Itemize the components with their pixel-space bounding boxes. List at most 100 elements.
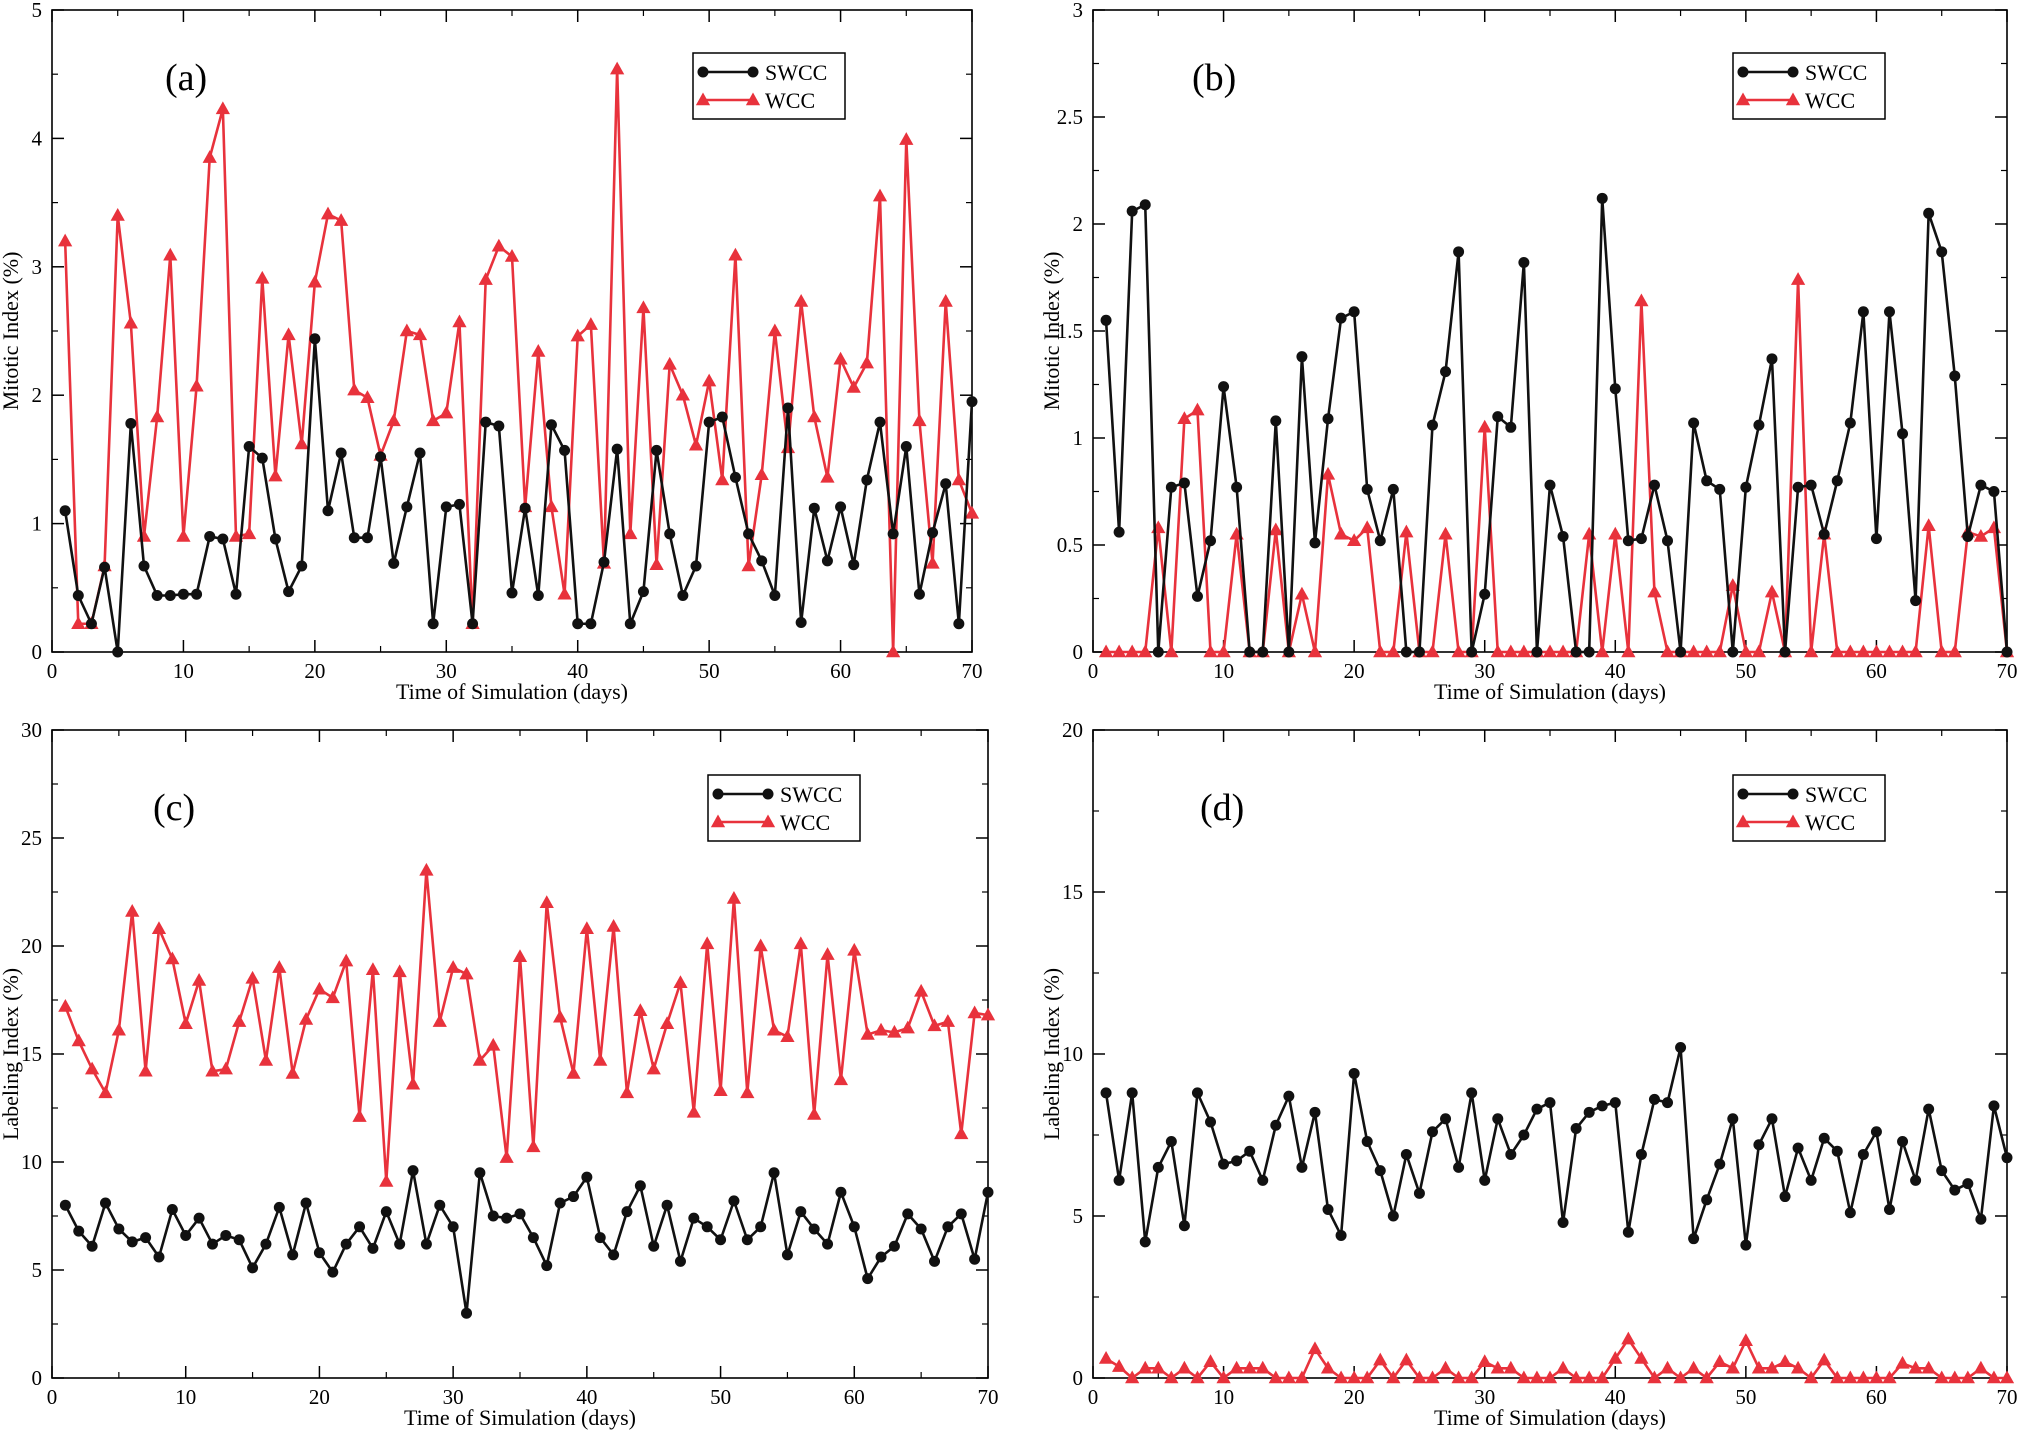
data-point-wcc (360, 390, 375, 404)
data-point-swcc (1949, 1184, 1961, 1196)
y-tick-label: 1 (1073, 426, 1084, 450)
data-point-swcc (715, 1234, 727, 1246)
data-point-wcc (1177, 1360, 1192, 1374)
y-tick-label: 5 (1073, 1204, 1084, 1228)
data-point-swcc (126, 1236, 138, 1248)
data-point-wcc (1608, 1351, 1623, 1364)
data-point-swcc (1727, 646, 1739, 658)
data-point-wcc (1294, 1370, 1310, 1384)
data-point-swcc (1453, 246, 1465, 258)
data-point-swcc (677, 590, 689, 602)
data-point-wcc (1843, 644, 1858, 658)
data-point-swcc (1727, 1113, 1739, 1125)
data-point-swcc (434, 1199, 446, 1211)
data-point-swcc (85, 618, 97, 630)
data-point-wcc (189, 378, 204, 392)
data-point-wcc (1516, 644, 1532, 658)
data-point-wcc (1764, 1360, 1780, 1374)
data-point-swcc (648, 1240, 660, 1252)
data-point-wcc (1908, 644, 1923, 658)
data-point-wcc (925, 555, 940, 569)
data-point-swcc (153, 1251, 165, 1263)
data-point-wcc (927, 1018, 942, 1032)
data-point-swcc (585, 618, 597, 630)
data-point-swcc (1557, 530, 1569, 542)
data-point-wcc (1386, 1370, 1401, 1384)
data-point-swcc (1387, 1210, 1399, 1222)
data-point-swcc (1453, 1161, 1465, 1173)
data-point-wcc (914, 983, 929, 997)
data-point-wcc (1738, 1333, 1753, 1346)
data-point-swcc (1100, 314, 1112, 326)
data-point-wcc (268, 468, 283, 482)
data-point-swcc (112, 646, 124, 658)
data-point-wcc (1699, 644, 1714, 658)
y-tick-label: 10 (21, 1150, 42, 1174)
data-point-wcc (1164, 644, 1179, 658)
data-point-swcc (1557, 1216, 1569, 1228)
data-point-swcc (929, 1255, 941, 1267)
x-tick-label: 30 (1474, 659, 1495, 683)
x-tick-label: 70 (962, 659, 983, 683)
x-tick-label: 70 (1997, 659, 2018, 683)
data-point-wcc (452, 314, 467, 328)
data-point-wcc (570, 328, 585, 342)
data-point-wcc (191, 973, 207, 986)
data-point-wcc (807, 1106, 822, 1120)
data-point-swcc (545, 419, 557, 431)
data-point-swcc (966, 396, 978, 408)
data-point-wcc (339, 953, 354, 967)
data-point-wcc (1869, 644, 1884, 658)
data-point-wcc (583, 317, 598, 330)
data-point-swcc (1178, 477, 1190, 489)
data-point-swcc (1126, 205, 1138, 217)
data-point-wcc (459, 966, 474, 980)
data-point-swcc (1191, 590, 1203, 602)
data-point-wcc (847, 942, 862, 956)
data-point-swcc (1126, 1087, 1138, 1099)
data-point-wcc (860, 1027, 875, 1040)
data-point-swcc (1218, 1158, 1230, 1170)
data-point-wcc (593, 1052, 608, 1066)
data-point-wcc (623, 526, 638, 540)
data-point-swcc (99, 1197, 111, 1209)
data-point-wcc (1399, 524, 1414, 538)
data-point-swcc (1322, 413, 1334, 425)
data-point-swcc (1270, 415, 1282, 427)
data-point-wcc (285, 1065, 300, 1079)
data-point-swcc (755, 1221, 767, 1233)
data-point-wcc (659, 1016, 675, 1030)
data-point-swcc (519, 502, 531, 514)
y-tick-label: 0 (32, 640, 43, 664)
data-point-wcc (1242, 1360, 1257, 1374)
legend-label-wcc: WCC (1805, 810, 1855, 835)
data-point-swcc (72, 590, 84, 602)
data-point-swcc (1975, 479, 1987, 491)
data-point-wcc (165, 951, 180, 965)
data-point-wcc (633, 1003, 648, 1017)
x-tick-label: 0 (47, 659, 58, 683)
data-point-swcc (348, 532, 360, 544)
data-point-wcc (334, 213, 349, 226)
data-point-wcc (1973, 528, 1989, 542)
data-point-wcc (307, 274, 322, 288)
data-point-wcc (807, 409, 822, 423)
data-point-wcc (1360, 520, 1375, 534)
legend-marker-swcc (697, 66, 709, 78)
data-point-swcc (322, 505, 334, 517)
data-point-swcc (541, 1260, 553, 1272)
data-point-swcc (634, 1180, 646, 1192)
data-point-swcc (1570, 646, 1582, 658)
y-tick-label: 15 (21, 1042, 42, 1066)
data-point-wcc (872, 188, 888, 202)
legend-label-wcc: WCC (765, 88, 815, 113)
data-point-swcc (572, 618, 584, 630)
data-point-wcc (110, 207, 125, 221)
legend-box (707, 774, 861, 842)
data-point-swcc (1139, 1236, 1151, 1248)
data-point-swcc (861, 474, 873, 486)
data-point-wcc (1138, 1360, 1153, 1374)
data-point-wcc (1934, 644, 1949, 658)
data-point-wcc (298, 1011, 314, 1025)
data-point-wcc (1268, 1370, 1283, 1384)
